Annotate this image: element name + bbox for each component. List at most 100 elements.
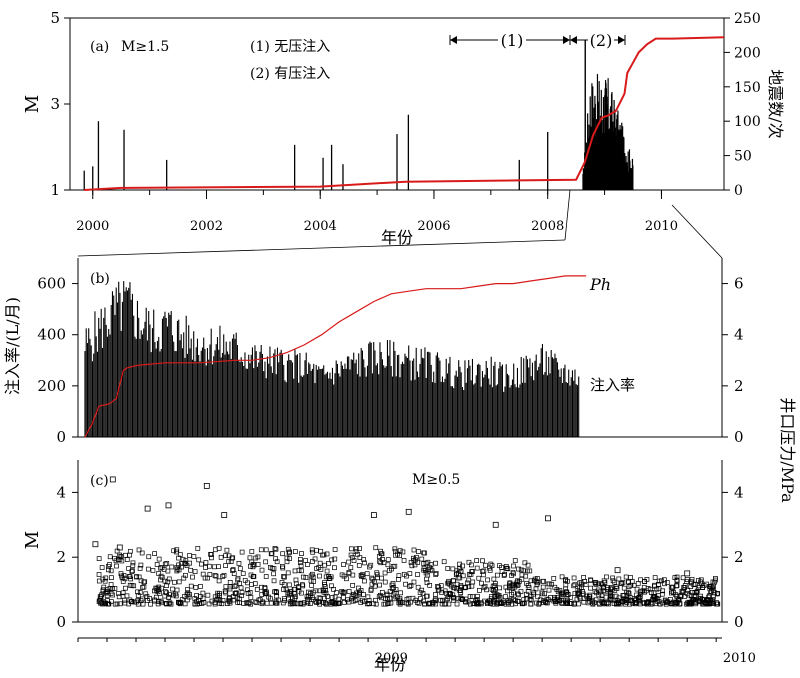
panel-c-event-point <box>565 578 570 584</box>
panel-c-event-point <box>499 569 505 574</box>
panel-c-event-point <box>371 601 377 607</box>
panel-c-event-point <box>329 583 334 589</box>
panel-c-event-point <box>273 589 279 594</box>
panel-c-event-point <box>373 601 379 607</box>
panel-c-event-point <box>328 601 334 607</box>
panel-c-event-point <box>116 591 121 596</box>
panel-c-event-point <box>258 547 264 553</box>
panel-c-event-point <box>209 598 215 604</box>
panel-c-event-point <box>171 592 176 598</box>
panel-c-event-point <box>541 598 546 603</box>
panel-c-event-point <box>286 591 292 597</box>
panel-c-event-point <box>355 551 360 557</box>
panel-c-event-point <box>495 572 500 578</box>
panel-c-event-point <box>130 560 136 566</box>
panel-c-event-point <box>595 587 601 593</box>
panel-c-event-point <box>213 573 219 579</box>
panel-c-event-point <box>341 573 347 579</box>
panel-c-event-point <box>684 570 691 577</box>
panel-c-event-point <box>586 598 592 604</box>
panel-c-event-point <box>527 596 533 602</box>
panel-c-event-point <box>280 564 285 569</box>
panel-c-event-point <box>177 601 183 607</box>
panel-c-event-point <box>368 588 374 593</box>
panel-c-event-point <box>304 594 310 599</box>
panel-c-event-point <box>305 562 310 567</box>
panel-c-event-point <box>216 578 222 584</box>
panel-c-event-point <box>528 601 534 607</box>
phase-2-arrow <box>570 35 626 45</box>
panel-c-event-point <box>401 558 407 563</box>
panel-c-event-point <box>298 557 303 562</box>
panel-c-event-point <box>463 584 469 590</box>
panel-c-event-point <box>552 584 558 590</box>
panel-c-event-point <box>397 548 403 554</box>
panel-c-event-point <box>368 562 374 568</box>
panel-c-event-point <box>188 583 194 589</box>
panel-c-event-point <box>692 581 698 587</box>
panel-c-event-point <box>543 599 549 605</box>
panel-a-right-tick-label: 200 <box>734 45 761 61</box>
panel-c-event-point <box>141 584 147 590</box>
panel-b-right-tick-label: 0 <box>734 428 744 446</box>
panel-c-event-point <box>366 598 372 603</box>
panel-c-event-point <box>320 552 325 558</box>
panel-b-pressure-label: Ph <box>589 275 611 294</box>
panel-c-event-point <box>202 575 208 581</box>
panel-c-x-axis-label: 年份 <box>374 655 406 674</box>
panel-c-event-point <box>223 563 228 568</box>
panel-c-event-point <box>312 556 318 562</box>
panel-c-event-point <box>474 558 480 563</box>
panel-c-event-point <box>427 583 433 588</box>
panel-c-event-point <box>212 547 218 553</box>
panel-c-event-point <box>405 508 412 515</box>
panel-c-event-point <box>685 600 690 606</box>
panel-c-event-point <box>348 552 354 558</box>
panel-c-event-point <box>114 601 120 607</box>
panel-c-event-point <box>186 594 192 600</box>
panel-c-event-point <box>588 578 594 583</box>
panel-c-event-point <box>583 582 589 587</box>
panel-c-event-point <box>140 585 145 590</box>
panel-c-event-point <box>451 597 456 603</box>
panel-a-x-tick-label: 2008 <box>531 219 564 234</box>
panel-c-event-point <box>510 590 516 596</box>
panel-c-event-point <box>526 585 532 590</box>
panel-c-event-point <box>342 589 347 595</box>
panel-c-event-point <box>279 580 285 585</box>
panel-a-right-tick-label: 0 <box>734 183 743 199</box>
panel-c-event-point <box>97 594 103 599</box>
panel-c-event-point <box>468 572 474 577</box>
panel-c-event-point <box>438 597 443 603</box>
panel-c-event-point <box>292 595 298 601</box>
panel-b-y-axis-label: 注入率/(L/月) <box>3 297 22 395</box>
panel-c-event-point <box>492 596 498 602</box>
panel-c-event-point <box>572 591 578 596</box>
panel-c-event-point <box>271 571 277 577</box>
panel-b-right-tick-label: 2 <box>734 377 744 395</box>
panel-c-event-point <box>536 600 542 606</box>
panel-c-event-point <box>610 575 615 581</box>
panel-c-event-point <box>485 599 490 605</box>
panel-c-event-point <box>660 588 666 594</box>
panel-c-event-point <box>281 596 287 601</box>
panel-c-event-point <box>295 601 300 607</box>
panel-c-event-point <box>273 556 278 562</box>
panel-c-event-point <box>551 576 557 581</box>
panel-c-event-point <box>369 575 375 581</box>
panel-c-event-point <box>524 568 530 574</box>
panel-a: 2000 2002 2004 2006 2008 20101350501001502002… <box>22 9 785 247</box>
panel-c-event-point <box>451 585 457 591</box>
panel-c-event-point <box>487 565 492 571</box>
panel-c-event-point <box>610 578 616 584</box>
panel-c-event-point <box>209 555 214 561</box>
panel-c-event-point <box>298 563 304 569</box>
panel-c-event-point <box>424 593 430 599</box>
panel-c-event-point <box>250 564 256 570</box>
panel-c-event-point <box>708 590 714 596</box>
panel-c-event-point <box>659 578 664 584</box>
panel-c-event-point <box>510 570 516 575</box>
panel-c-event-point <box>636 596 642 602</box>
panel-c-event-point <box>268 596 273 602</box>
